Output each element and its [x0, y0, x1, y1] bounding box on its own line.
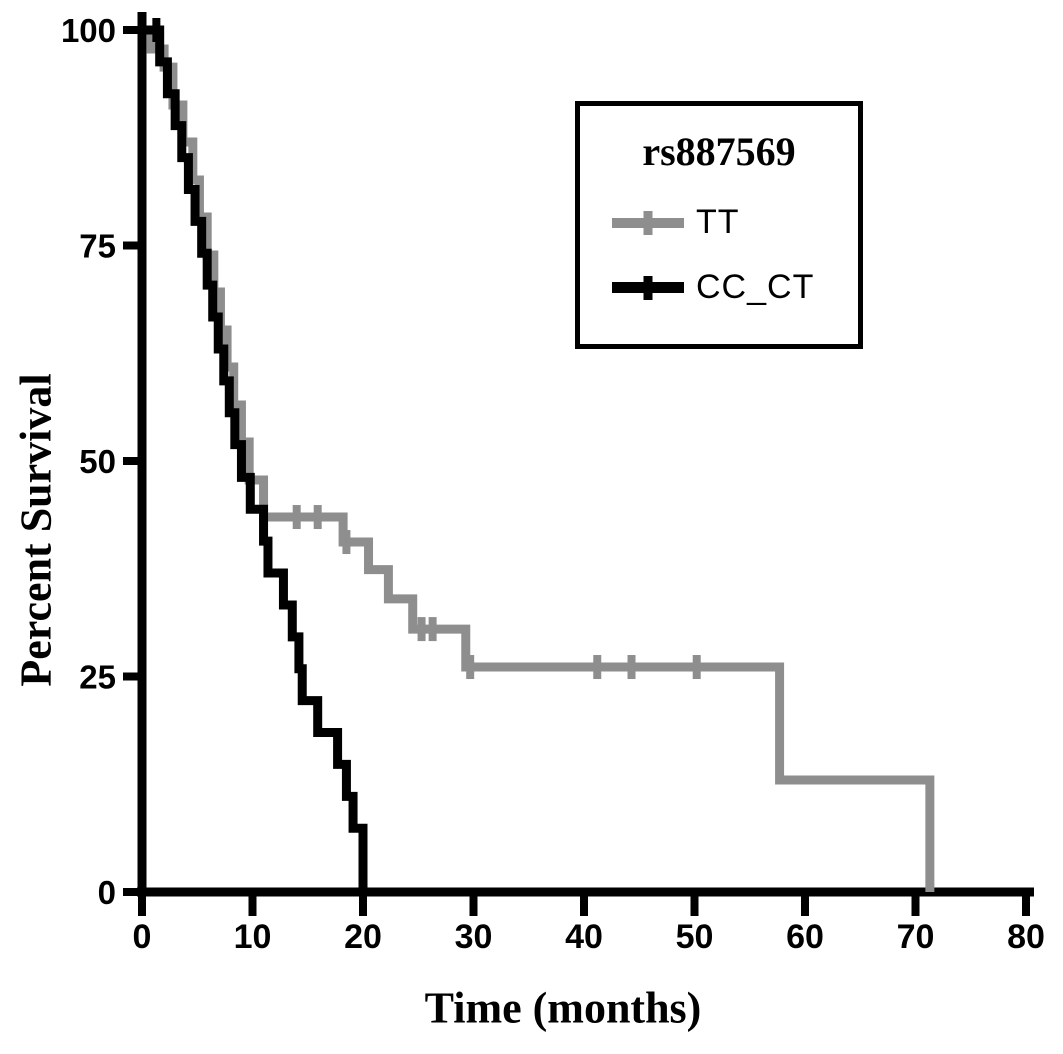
cc-ct-censor-tick-icon: [643, 275, 653, 300]
x-axis-title: Time (months): [424, 983, 702, 1033]
y-tick-label-25: 25: [79, 659, 116, 696]
y-tick-label-75: 75: [79, 228, 116, 265]
y-tick-label-50: 50: [79, 443, 116, 480]
x-tick-label-60: 60: [786, 918, 824, 956]
x-tick-label-30: 30: [455, 918, 493, 956]
x-tick-label-50: 50: [676, 918, 714, 956]
legend-box: rs887569 TT CC_CT: [575, 101, 863, 349]
survival-curve-cc_ct: [142, 25, 368, 892]
x-tick-label-80: 80: [1007, 918, 1045, 956]
x-tick-label-20: 20: [344, 918, 382, 956]
tt-line-sample-icon: [612, 210, 684, 235]
y-tick-label-100: 100: [61, 12, 116, 49]
x-tick-label-10: 10: [234, 918, 272, 956]
x-tick-label-0: 0: [133, 918, 152, 956]
tt-censor-tick-icon: [643, 210, 653, 235]
y-tick-label-0: 0: [98, 874, 116, 911]
legend-label-cc-ct: CC_CT: [696, 268, 815, 306]
x-tick-label-70: 70: [897, 918, 935, 956]
x-tick-label-40: 40: [565, 918, 603, 956]
y-axis-title: Percent Survival: [11, 373, 61, 687]
survival-curve-tt: [142, 25, 935, 892]
legend-title: rs887569: [642, 129, 796, 174]
legend-label-tt: TT: [696, 203, 740, 241]
legend-entry-tt: TT: [612, 203, 858, 242]
legend-entry-cc-ct: CC_CT: [612, 268, 858, 307]
cc-ct-line-sample-icon: [612, 275, 684, 300]
